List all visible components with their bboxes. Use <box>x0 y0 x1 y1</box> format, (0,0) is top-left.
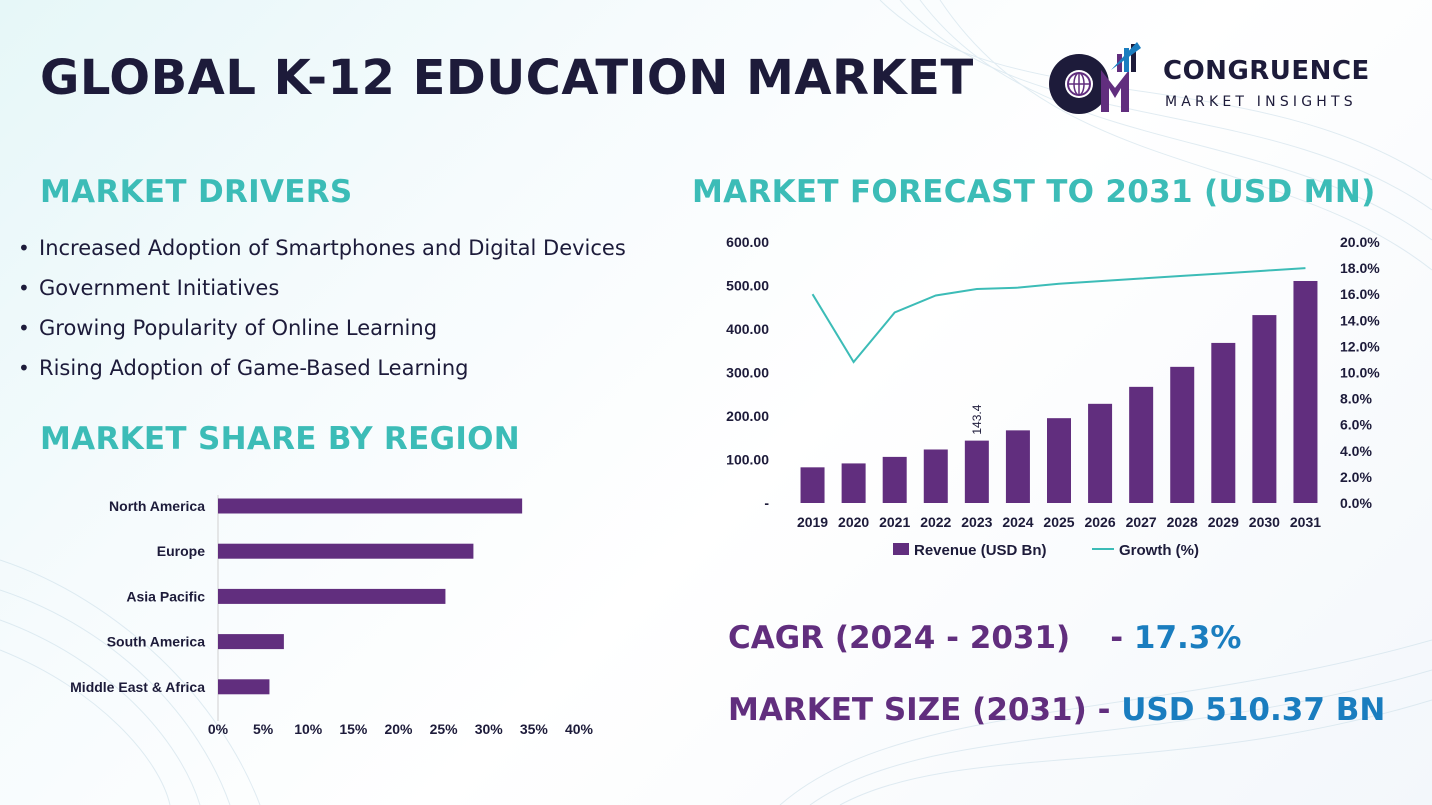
category-label: North America <box>109 498 205 514</box>
bar <box>841 463 866 503</box>
x-tick-label: 2028 <box>1167 514 1198 530</box>
cagr-value: 17.3% <box>1133 620 1242 656</box>
x-tick-label: 2025 <box>1043 514 1074 530</box>
y-right-tick-label: 20.0% <box>1340 234 1380 250</box>
y-left-tick-label: 500.00 <box>726 278 769 294</box>
logo-name: CONGRUENCE <box>1163 56 1370 86</box>
legend-label-growth: Growth (%) <box>1119 542 1199 559</box>
bar <box>218 679 270 695</box>
logo-mark-icon <box>1049 42 1141 114</box>
bar <box>1005 430 1030 503</box>
x-tick-label: 5% <box>253 721 274 737</box>
y-right-tick-label: 10.0% <box>1340 365 1380 381</box>
bar <box>964 440 989 503</box>
market-size-separator: - <box>1097 692 1111 728</box>
brand-logo: CONGRUENCE MARKET INSIGHTS <box>1045 40 1395 120</box>
region-share-chart: North America Europe Asia Pacific South Ame… <box>70 495 594 737</box>
y-right-tick-label: 12.0% <box>1340 338 1380 354</box>
bar <box>218 498 523 514</box>
bar <box>882 456 907 503</box>
category-label: Middle East & Africa <box>70 679 205 695</box>
x-tick-label: 2026 <box>1084 514 1115 530</box>
driver-item: Government Initiatives <box>18 268 626 308</box>
y-right-tick-label: 6.0% <box>1340 417 1372 433</box>
y-left-tick-label: 300.00 <box>726 365 769 381</box>
bar <box>800 467 825 503</box>
driver-item: Rising Adoption of Game-Based Learning <box>18 348 626 388</box>
x-tick-label: 2020 <box>838 514 869 530</box>
x-tick-label: 10% <box>294 721 323 737</box>
market-size-label: MARKET SIZE (2031) <box>728 692 1087 728</box>
y-right-tick-label: 8.0% <box>1340 391 1372 407</box>
y-left-tick-label: 100.00 <box>726 452 769 468</box>
x-tick-label: 2027 <box>1126 514 1157 530</box>
drivers-heading: MARKET DRIVERS <box>40 174 353 210</box>
bar <box>218 588 446 604</box>
x-tick-label: 30% <box>475 721 504 737</box>
region-heading: MARKET SHARE BY REGION <box>40 421 521 457</box>
market-size-stat: MARKET SIZE (2031) - USD 510.37 BN <box>728 692 1385 728</box>
bar <box>218 543 474 559</box>
x-tick-label: 0% <box>208 721 229 737</box>
cagr-label: CAGR (2024 - 2031) <box>728 620 1071 656</box>
y-right-tick-label: 4.0% <box>1340 443 1372 459</box>
category-label: Europe <box>157 543 205 559</box>
drivers-list: Increased Adoption of Smartphones and Di… <box>18 228 626 388</box>
y-left-tick-label: 400.00 <box>726 321 769 337</box>
x-tick-label: 2022 <box>920 514 951 530</box>
x-tick-label: 2021 <box>879 514 910 530</box>
y-right-tick-label: 2.0% <box>1340 469 1372 485</box>
bar <box>1170 366 1195 503</box>
cagr-separator: - <box>1110 620 1124 656</box>
bar <box>1129 386 1154 503</box>
x-tick-label: 20% <box>384 721 413 737</box>
driver-item: Growing Popularity of Online Learning <box>18 308 626 348</box>
x-tick-label: 40% <box>565 721 594 737</box>
growth-line <box>811 267 1306 364</box>
x-tick-label: 15% <box>339 721 368 737</box>
driver-item: Increased Adoption of Smartphones and Di… <box>18 228 626 268</box>
x-tick-label: 2031 <box>1290 514 1321 530</box>
y-left-tick-label: 600.00 <box>726 234 769 250</box>
data-label: 143.4 <box>970 404 984 434</box>
y-left-tick-label: - <box>764 495 769 511</box>
category-label: South America <box>107 634 205 650</box>
logo-tagline: MARKET INSIGHTS <box>1165 94 1357 110</box>
bar <box>1047 418 1071 503</box>
y-right-tick-label: 0.0% <box>1340 495 1372 511</box>
legend-label-revenue: Revenue (USD Bn) <box>914 542 1047 559</box>
bar <box>923 449 948 503</box>
category-label: Asia Pacific <box>126 588 205 604</box>
x-tick-label: 2024 <box>1002 514 1033 530</box>
x-tick-label: 2023 <box>961 514 992 530</box>
bar <box>1293 280 1318 503</box>
bar <box>218 634 284 650</box>
y-left-tick-label: 200.00 <box>726 408 769 424</box>
bar <box>1088 403 1113 503</box>
y-right-tick-label: 18.0% <box>1340 260 1380 276</box>
x-tick-label: 35% <box>520 721 549 737</box>
x-tick-label: 2029 <box>1208 514 1239 530</box>
bar <box>1211 342 1236 503</box>
page-title: GLOBAL K-12 EDUCATION MARKET <box>40 50 974 106</box>
legend-swatch-revenue <box>893 543 909 555</box>
forecast-chart: - 100.00 200.00 300.00 400.00 500.00 600.00 0.0… <box>726 234 1380 559</box>
cagr-stat: CAGR (2024 - 2031) - 17.3% <box>728 620 1241 656</box>
y-right-tick-label: 14.0% <box>1340 312 1380 328</box>
forecast-heading: MARKET FORECAST TO 2031 (USD MN) <box>692 174 1376 210</box>
x-tick-label: 25% <box>430 721 459 737</box>
y-right-tick-label: 16.0% <box>1340 286 1380 302</box>
market-size-value: USD 510.37 BN <box>1121 692 1386 728</box>
x-tick-label: 2030 <box>1249 514 1280 530</box>
bar <box>1252 315 1277 503</box>
x-tick-label: 2019 <box>797 514 828 530</box>
